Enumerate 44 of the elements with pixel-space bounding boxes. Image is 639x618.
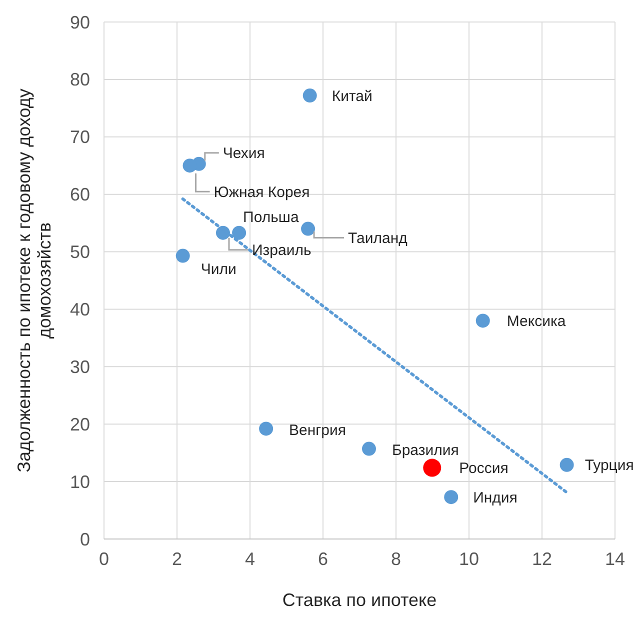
annotation: Чехия (222, 145, 265, 162)
x-tick-label: 0 (98, 549, 110, 569)
y-tick-label: 60 (70, 184, 90, 205)
y-tick-label: 10 (70, 472, 90, 492)
x-tick-label: 14 (604, 549, 626, 569)
y-axis-title: Задолженность по ипотеке к годовому доходу домохозяйств (14, 88, 55, 472)
y-tick-label: 90 (70, 12, 90, 32)
y-tick-label: 70 (70, 127, 90, 148)
point (182, 158, 197, 173)
annotation: Россия (459, 460, 508, 478)
x-tick-label: 8 (390, 549, 402, 569)
annotation: Венгрия (289, 422, 346, 439)
annotation: Бразилия (392, 442, 459, 460)
y-tick-label: 50 (70, 242, 90, 262)
point (476, 314, 490, 328)
annotation: Южная Корея (214, 184, 310, 201)
y-tick-label: 0 (80, 529, 90, 550)
point (302, 88, 317, 103)
y-tick-label: 40 (70, 300, 90, 320)
y-tick-label: 80 (70, 70, 90, 90)
annotation: Турция (584, 457, 634, 474)
x-axis-title: Ставка по ипотеке (282, 590, 437, 610)
point (444, 490, 458, 504)
annotation: Мексика (506, 312, 566, 330)
point (301, 222, 316, 236)
y-tick-label: 20 (70, 414, 90, 434)
point (560, 458, 574, 472)
y-tick-label: 30 (70, 356, 90, 377)
point (232, 226, 246, 240)
x-tick-label: 2 (172, 549, 182, 569)
annotation: Китай (332, 88, 372, 105)
x-tick-label: 10 (458, 549, 480, 569)
x-tick-label: 4 (244, 549, 256, 569)
annotation: Таиланд (348, 230, 408, 248)
x-tick-label: 6 (318, 549, 328, 569)
point (423, 458, 442, 477)
point (176, 248, 190, 263)
annotation: Израиль (252, 242, 312, 260)
point (362, 442, 376, 456)
point (259, 422, 274, 436)
annotation: Чили (200, 261, 236, 278)
x-tick-label: 12 (532, 549, 552, 569)
annotation: Польша (243, 209, 300, 226)
annotation: Индия (473, 489, 518, 506)
